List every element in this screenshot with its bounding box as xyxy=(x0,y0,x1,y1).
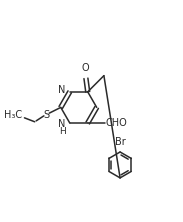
Text: H: H xyxy=(59,127,66,136)
Text: O: O xyxy=(81,63,89,73)
Text: CHO: CHO xyxy=(106,118,127,128)
Text: Br: Br xyxy=(115,137,126,147)
Text: N: N xyxy=(58,119,66,129)
Text: S: S xyxy=(43,110,49,120)
Text: N: N xyxy=(58,85,66,95)
Text: H₃C: H₃C xyxy=(4,111,22,121)
